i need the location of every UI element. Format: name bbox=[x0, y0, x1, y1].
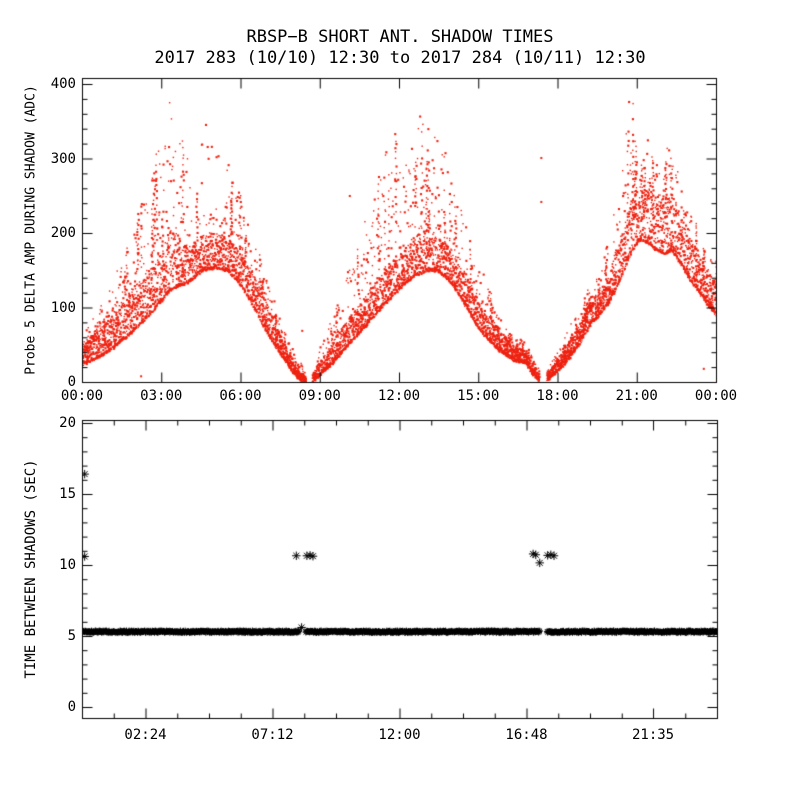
bottom-y-tick-label: 0 bbox=[67, 699, 76, 715]
top-x-tick-label: 00:00 bbox=[694, 388, 738, 404]
top-x-tick-label: 12:00 bbox=[377, 388, 421, 404]
chart-subtitle: 2017 283 (10/10) 12:30 to 2017 284 (10/1… bbox=[154, 48, 646, 68]
top-x-tick-label: 15:00 bbox=[457, 388, 500, 404]
top-x-tick-label: 18:00 bbox=[536, 388, 579, 404]
top-y-tick-label: 400 bbox=[50, 76, 76, 92]
bottom-x-tick-label: 12:00 bbox=[378, 727, 421, 743]
top-y-tick-label: 0 bbox=[67, 374, 76, 390]
bottom-y-tick-label: 5 bbox=[67, 628, 76, 644]
bottom-x-tick-label: 21:35 bbox=[631, 727, 675, 743]
top-x-tick-label: 21:00 bbox=[615, 388, 658, 404]
top-y-tick-label: 300 bbox=[50, 150, 76, 167]
top-x-tick-label: 00:00 bbox=[60, 388, 104, 404]
bottom-x-tick-label: 07:12 bbox=[251, 727, 294, 743]
bottom-y-tick-label: 20 bbox=[59, 415, 76, 431]
chart-title: RBSP−B SHORT ANT. SHADOW TIMES bbox=[246, 27, 554, 47]
top-y-tick-label: 200 bbox=[50, 225, 76, 241]
bottom-y-tick-label: 10 bbox=[59, 557, 76, 573]
top-x-tick-label: 06:00 bbox=[219, 388, 262, 404]
top-x-tick-label: 03:00 bbox=[140, 388, 183, 404]
top-y-axis-label: Probe 5 DELTA AMP DURING SHADOW (ADC) bbox=[23, 85, 39, 375]
bottom-y-tick-label: 15 bbox=[59, 486, 76, 502]
bottom-y-axis-label: TIME BETWEEN SHADOWS (SEC) bbox=[23, 459, 39, 679]
bottom-x-tick-label: 02:24 bbox=[124, 727, 167, 743]
top-x-tick-label: 09:00 bbox=[298, 388, 341, 404]
bottom-x-tick-label: 16:48 bbox=[505, 727, 548, 743]
top-y-tick-label: 100 bbox=[50, 299, 76, 316]
